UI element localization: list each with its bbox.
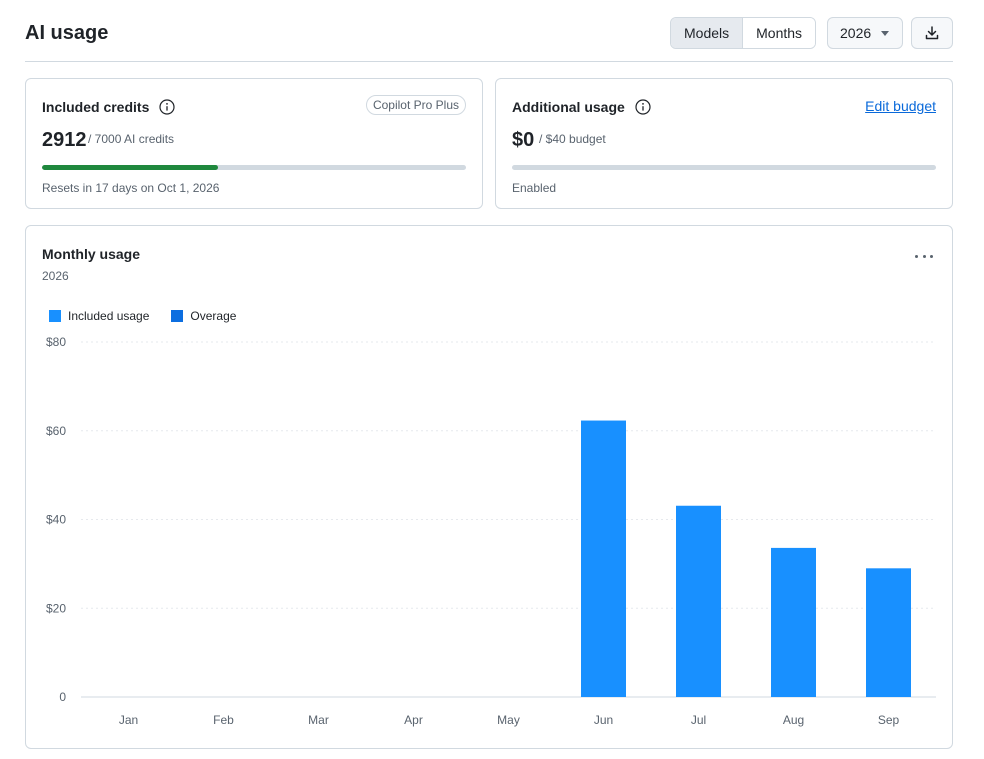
additional-usage-title: Additional usage [512, 99, 625, 115]
included-credits-title-row: Included credits [42, 99, 175, 115]
budget-label: / $40 budget [539, 132, 606, 146]
y-tick-label: $40 [46, 513, 66, 527]
additional-usage-title-row: Additional usage [512, 99, 651, 115]
x-tick-label: Sep [878, 713, 900, 727]
x-tick-label: Aug [783, 713, 804, 727]
y-tick-label: $60 [46, 424, 66, 438]
legend-label: Overage [190, 309, 237, 323]
budget-status: Enabled [512, 181, 557, 195]
reset-info: Resets in 17 days on Oct 1, 2026 [42, 181, 220, 195]
legend-label: Included usage [68, 309, 150, 323]
additional-amount: $0 [512, 129, 535, 151]
bar-chart: 0 $20 $40 $60 $80 Jan Feb Mar Apr May Jun Jul Aug Sep [46, 335, 936, 727]
included-credits-card: Included credits Copilot Pro Plus 2912 /… [25, 78, 483, 209]
credits-total: / 7000 AI credits [88, 132, 175, 146]
x-tick-label: Feb [213, 713, 234, 727]
y-tick-label: $20 [46, 601, 66, 615]
y-tick-label: $80 [46, 335, 66, 349]
legend-swatch [49, 310, 61, 322]
year-value: 2026 [840, 25, 872, 41]
legend-swatch [171, 310, 184, 322]
x-tick-label: Jul [691, 713, 706, 727]
legend-overage[interactable]: Overage [171, 309, 236, 323]
x-tick-label: May [497, 713, 520, 727]
download-icon [925, 26, 939, 40]
page-title: AI usage [25, 22, 109, 44]
view-toggle: Models Months [670, 17, 817, 49]
y-tick-label: 0 [59, 690, 66, 704]
header-divider [25, 61, 953, 62]
chart-legend: Included usage Overage [49, 309, 258, 323]
credits-progress-fill [42, 165, 219, 170]
chart-title: Monthly usage [42, 246, 141, 262]
monthly-usage-card: Monthly usage 2026 Included usage Overag… [25, 225, 953, 749]
credits-used: 2912 [42, 129, 87, 151]
x-tick-label: Mar [308, 713, 329, 727]
info-icon[interactable] [635, 99, 651, 115]
credits-progress-bar [42, 165, 466, 170]
edit-budget-link[interactable]: Edit budget [865, 98, 936, 114]
x-tick-label: Apr [404, 713, 423, 727]
plan-badge: Copilot Pro Plus [365, 95, 466, 115]
x-tick-label: Jan [119, 713, 138, 727]
kebab-menu-icon[interactable] [912, 248, 936, 264]
chart-subtitle: 2026 [42, 269, 69, 283]
budget-progress-bar [512, 165, 936, 170]
legend-included-usage[interactable]: Included usage [49, 309, 149, 323]
bar-sep-included[interactable] [866, 568, 911, 697]
bar-jun-included[interactable] [581, 420, 626, 697]
download-button[interactable] [911, 17, 953, 49]
bar-jul-included[interactable] [676, 505, 721, 697]
year-select[interactable]: 2026 [827, 17, 903, 49]
additional-usage-card: Additional usage Edit budget $0 / $40 bu… [495, 78, 953, 209]
months-view-button[interactable]: Months [743, 18, 816, 48]
included-credits-title: Included credits [42, 99, 150, 115]
caret-down-icon [881, 31, 889, 36]
bar-aug-included[interactable] [771, 547, 816, 697]
models-view-button[interactable]: Models [671, 18, 744, 48]
x-tick-label: Jun [594, 713, 613, 727]
info-icon[interactable] [159, 99, 175, 115]
